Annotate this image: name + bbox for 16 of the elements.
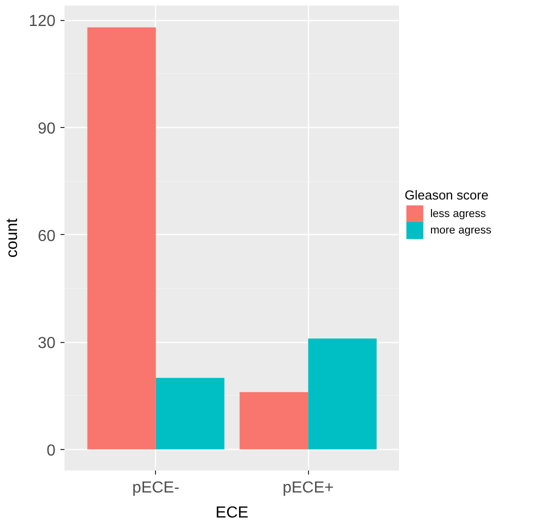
bar: [156, 378, 224, 450]
bar: [308, 338, 377, 450]
x-axis-title: ECE: [216, 504, 248, 522]
x-tick-label: pECE-: [132, 480, 180, 496]
legend-title: Gleason score: [404, 187, 488, 202]
y-axis-title: count: [4, 218, 21, 258]
legend-label: more agress: [430, 224, 492, 237]
y-tick-label: 120: [28, 13, 56, 30]
legend-label: less agress: [430, 208, 486, 220]
y-tick-label: 90: [38, 120, 56, 138]
bar: [240, 392, 308, 450]
bar: [87, 27, 156, 450]
y-tick-label: 0: [46, 442, 56, 460]
y-tick-label: 60: [38, 228, 56, 245]
y-tick-label: 30: [38, 335, 56, 352]
x-tick-label: pECE+: [282, 480, 334, 496]
